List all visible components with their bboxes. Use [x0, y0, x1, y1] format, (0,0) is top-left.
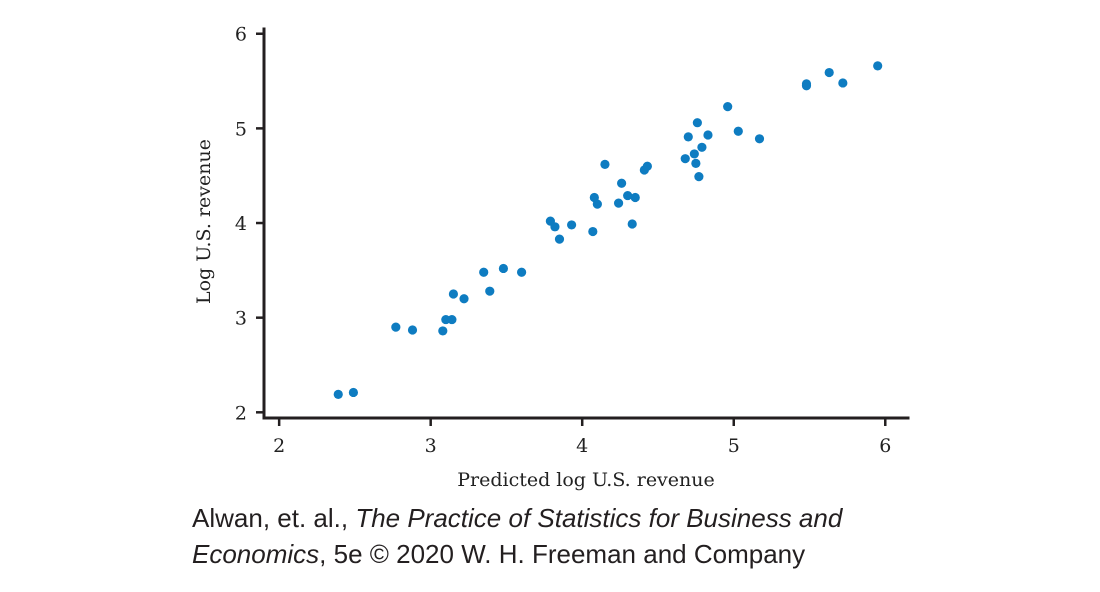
data-point — [517, 267, 527, 277]
y-ticks: 2 3 4 5 6 — [235, 24, 264, 424]
data-point — [498, 263, 509, 274]
data-point — [680, 154, 690, 164]
data-point — [333, 389, 343, 399]
data-point — [592, 199, 602, 209]
data-point — [600, 159, 610, 169]
x-tick-label: 5 — [728, 435, 740, 457]
x-tick-label: 6 — [879, 435, 891, 457]
data-point — [485, 286, 495, 296]
data-point — [391, 322, 401, 332]
caption-book-title: The Practice of Statistics for Business … — [355, 503, 843, 533]
data-point — [627, 219, 637, 229]
data-point — [613, 198, 624, 208]
data-point — [697, 142, 707, 152]
y-tick-label: 6 — [235, 24, 247, 46]
data-point — [733, 126, 743, 136]
x-ticks: 2 3 4 5 6 — [273, 418, 891, 457]
data-point — [617, 178, 627, 188]
data-point — [438, 326, 448, 336]
y-axis-title: Log U.S. revenue — [193, 139, 215, 304]
data-point — [838, 78, 848, 88]
y-tick-label: 5 — [235, 118, 247, 140]
data-point — [407, 325, 418, 335]
data-point — [723, 102, 733, 112]
data-point — [588, 226, 598, 237]
y-tick-label: 2 — [235, 402, 247, 424]
x-axis-title: Predicted log U.S. revenue — [457, 469, 715, 491]
x-tick-label: 4 — [576, 435, 588, 457]
data-point — [448, 289, 459, 299]
caption-edition: , 5e © 2020 W. H. Freeman and Company — [319, 539, 806, 569]
figure-caption: Alwan, et. al., The Practice of Statisti… — [192, 500, 1072, 572]
data-point — [801, 79, 812, 89]
data-point — [459, 294, 469, 304]
x-tick-label: 3 — [425, 435, 437, 457]
axes: 2 3 4 5 6 2 3 4 5 6 — [235, 24, 910, 457]
data-point — [447, 314, 457, 325]
caption-book-title-cont: Economics — [192, 539, 320, 569]
y-tick-label: 3 — [235, 308, 247, 330]
data-point — [623, 190, 633, 201]
data-point — [630, 192, 640, 203]
data-point — [692, 118, 702, 128]
x-tick-label: 2 — [273, 435, 285, 457]
y-tick-label: 4 — [235, 213, 247, 235]
data-point — [567, 220, 577, 230]
data-point — [703, 130, 713, 140]
data-point — [754, 134, 765, 144]
data-point — [689, 149, 699, 159]
data-point — [691, 158, 701, 168]
data-point — [554, 234, 565, 244]
scatter-chart: 2 3 4 5 6 2 3 4 5 6 Predicted log U.S. revenue L… — [193, 24, 910, 491]
data-point — [348, 387, 359, 398]
data-point — [550, 222, 560, 232]
data-point — [694, 172, 704, 182]
data-point — [479, 267, 489, 277]
data-point — [824, 67, 834, 78]
caption-authors: Alwan, et. al., — [192, 503, 356, 533]
data-point — [642, 161, 652, 171]
data-points — [333, 61, 883, 399]
data-point — [873, 61, 883, 71]
data-point — [683, 132, 693, 142]
